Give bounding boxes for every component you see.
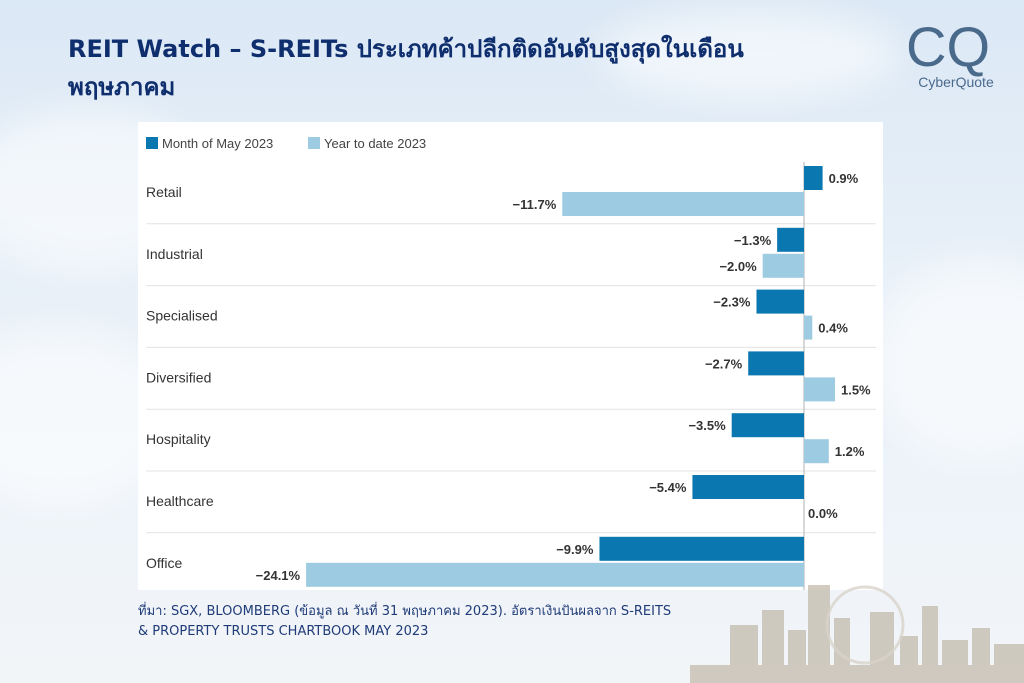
data-label: −2.3% bbox=[713, 295, 751, 310]
page-title: REIT Watch – S-REITs ประเภทค้าปลีกติดอัน… bbox=[68, 30, 868, 106]
data-label: −11.7% bbox=[513, 197, 557, 212]
data-label: −24.1% bbox=[256, 568, 301, 583]
category-label: Retail bbox=[146, 184, 182, 200]
bar bbox=[804, 439, 829, 464]
chart-panel: Month of May 2023 Year to date 2023 Retail… bbox=[138, 122, 883, 590]
cyberquote-logo: CQ bbox=[906, 15, 990, 78]
data-label: −9.9% bbox=[556, 542, 594, 557]
bar bbox=[756, 289, 804, 314]
bar-chart: Month of May 2023 Year to date 2023 Retail… bbox=[146, 136, 876, 590]
data-label: 0.0% bbox=[808, 506, 838, 521]
source-line-2: & PROPERTY TRUSTS CHARTBOOK MAY 2023 bbox=[138, 624, 429, 639]
logo-text: CyberQuote bbox=[918, 74, 994, 90]
source-line-1: ที่มา: SGX, BLOOMBERG (ข้อมูล ณ วันที่ 3… bbox=[138, 604, 672, 619]
title-line-1: REIT Watch – S-REITs ประเภทค้าปลีกติดอัน… bbox=[68, 35, 744, 63]
logo-mark: CQ bbox=[906, 15, 990, 78]
category-label: Diversified bbox=[146, 369, 211, 385]
bar bbox=[804, 377, 835, 402]
bar bbox=[562, 192, 804, 216]
category-label: Specialised bbox=[146, 308, 218, 324]
category-label: Healthcare bbox=[146, 493, 214, 509]
bar bbox=[692, 475, 804, 499]
legend-swatch-1 bbox=[308, 137, 320, 149]
city-skyline-image bbox=[690, 585, 1024, 683]
legend-label-0: Month of May 2023 bbox=[162, 136, 273, 151]
data-label: 1.5% bbox=[841, 382, 871, 397]
data-label: −3.5% bbox=[688, 418, 726, 433]
bar bbox=[306, 562, 804, 587]
data-label: −2.7% bbox=[705, 356, 743, 371]
data-label: −1.3% bbox=[734, 233, 772, 248]
legend-label-1: Year to date 2023 bbox=[324, 136, 426, 151]
bar bbox=[762, 253, 804, 278]
data-label: 0.9% bbox=[829, 171, 859, 186]
bar bbox=[777, 227, 804, 252]
data-label: −2.0% bbox=[719, 259, 757, 274]
legend-swatch-0 bbox=[146, 137, 158, 149]
data-label: 0.4% bbox=[818, 321, 848, 336]
category-label: Industrial bbox=[146, 246, 203, 262]
data-label: −5.4% bbox=[649, 480, 687, 495]
source-note: ที่มา: SGX, BLOOMBERG (ข้อมูล ณ วันที่ 3… bbox=[138, 602, 778, 642]
bar bbox=[804, 315, 813, 340]
category-label: Hospitality bbox=[146, 431, 211, 447]
bar bbox=[731, 413, 804, 438]
bar bbox=[804, 166, 823, 190]
category-label: Office bbox=[146, 555, 183, 571]
bar bbox=[599, 536, 804, 561]
data-label: 1.2% bbox=[835, 444, 865, 459]
bar bbox=[748, 351, 804, 376]
title-line-2: พฤษภาคม bbox=[68, 73, 176, 101]
